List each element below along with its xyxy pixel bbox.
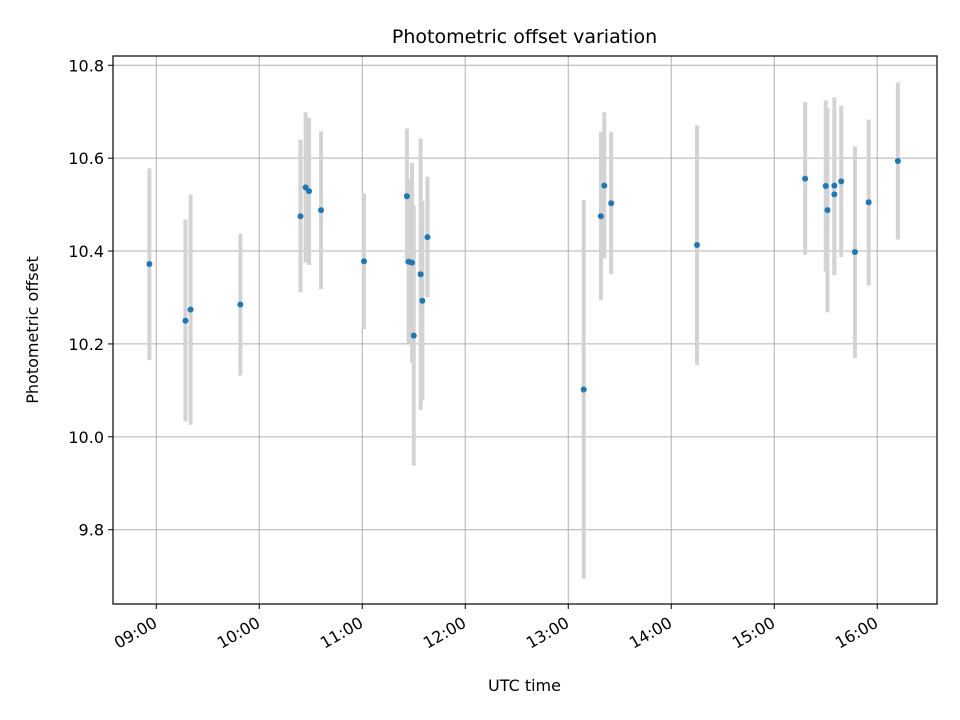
data-point xyxy=(403,193,410,200)
data-point xyxy=(237,301,244,308)
data-point xyxy=(182,317,189,324)
chart-title: Photometric offset variation xyxy=(392,26,657,48)
grid xyxy=(113,56,937,604)
y-tick-label: 10.2 xyxy=(68,335,104,354)
y-axis: 9.8 10.0 10.2 10.4 10.6 10.8 xyxy=(68,56,113,540)
data-point xyxy=(838,178,845,185)
data-point xyxy=(409,259,416,266)
plot-frame xyxy=(112,55,938,605)
data-point xyxy=(318,207,325,214)
data-point xyxy=(187,306,194,313)
data-point xyxy=(306,188,313,195)
data-point xyxy=(580,386,587,393)
data-point xyxy=(417,271,424,278)
data-point xyxy=(601,182,608,189)
y-tick-label: 10.8 xyxy=(68,56,104,75)
data-point xyxy=(146,261,153,268)
y-axis-label: Photometric offset xyxy=(23,256,42,404)
data-points xyxy=(146,157,901,393)
data-point xyxy=(894,157,901,164)
y-tick-label: 9.8 xyxy=(79,521,104,540)
data-point xyxy=(865,199,872,206)
data-point xyxy=(694,242,701,249)
data-point xyxy=(297,213,304,220)
data-point xyxy=(824,207,831,214)
data-point xyxy=(360,258,367,265)
data-point xyxy=(831,191,838,198)
data-point xyxy=(597,213,604,220)
y-tick-label: 10.6 xyxy=(68,149,104,168)
y-tick-label: 10.0 xyxy=(68,428,104,447)
data-point xyxy=(419,297,426,304)
x-axis-label: UTC time xyxy=(488,676,561,695)
data-point xyxy=(410,332,417,339)
y-tick-label: 10.4 xyxy=(68,242,104,261)
data-point xyxy=(822,183,829,190)
data-point xyxy=(424,234,431,241)
data-point xyxy=(831,182,838,189)
data-point xyxy=(608,200,615,207)
data-point xyxy=(802,175,809,182)
data-point xyxy=(851,248,858,255)
